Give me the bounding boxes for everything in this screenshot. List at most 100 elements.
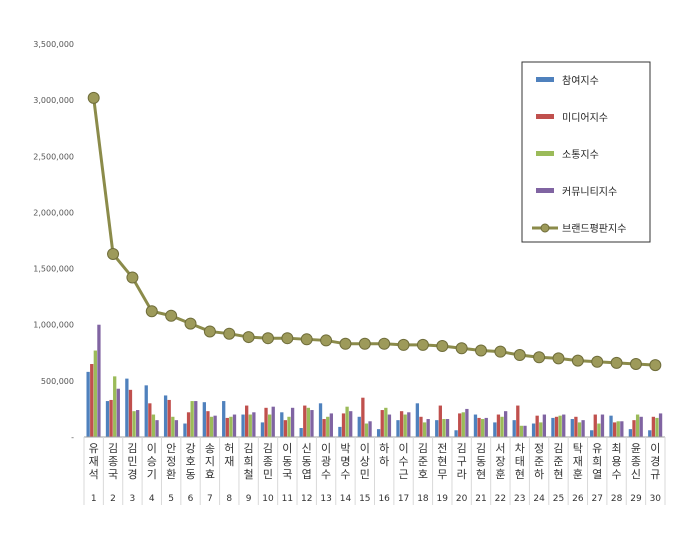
brand-index-point [203, 325, 216, 338]
bar-4 [290, 407, 295, 437]
rank-label: 30 [650, 494, 662, 504]
bar-1 [493, 422, 497, 437]
bar-2 [516, 405, 520, 437]
rank-label: 14 [340, 494, 352, 504]
bar-1 [590, 430, 594, 437]
bar-2 [554, 416, 559, 437]
bar-4 [426, 419, 430, 437]
bar-3 [461, 412, 465, 437]
bar-2 [128, 389, 133, 437]
bar-4 [639, 416, 643, 437]
bar-4 [542, 414, 547, 437]
bar-2 [245, 405, 249, 437]
bar-3 [93, 350, 97, 437]
bar-2 [651, 416, 656, 437]
bar-3 [229, 416, 233, 437]
bar-2 [186, 412, 191, 437]
rank-label: 6 [188, 494, 194, 504]
bar-3 [209, 416, 214, 437]
rank-label: 27 [591, 494, 602, 504]
bar-4 [232, 414, 237, 437]
brand-index-point [494, 345, 507, 358]
y-tick-label: 1,500,000 [33, 265, 74, 274]
bar-4 [252, 412, 256, 437]
legend-swatch [536, 114, 554, 119]
bar-2 [477, 417, 481, 437]
bar-2 [438, 405, 442, 437]
bar-3 [384, 407, 388, 437]
bar-4 [658, 413, 663, 437]
bar-4 [445, 419, 450, 437]
brand-index-point [145, 305, 158, 318]
bar-3 [577, 422, 582, 437]
bar-4 [329, 413, 333, 437]
rank-label: 18 [417, 494, 429, 504]
brand-index-point [358, 337, 371, 350]
legend-label: 소통지수 [562, 149, 599, 161]
bar-4 [368, 421, 372, 437]
brand-index-point [107, 247, 120, 260]
bar-1 [163, 395, 168, 437]
bar-3 [616, 421, 620, 437]
bar-2 [322, 419, 326, 437]
bar-3 [539, 422, 543, 437]
rank-label: 5 [168, 494, 174, 504]
bar-1 [105, 401, 110, 437]
bar-1 [609, 415, 613, 437]
bar-3 [403, 414, 407, 437]
bar-2 [264, 407, 268, 437]
rank-label: 8 [226, 494, 232, 504]
bar-2 [206, 411, 210, 437]
rank-label: 26 [572, 494, 584, 504]
bar-2 [361, 397, 365, 437]
brand-index-point [513, 349, 526, 362]
brand-index-point [320, 334, 333, 347]
bar-1 [125, 378, 129, 437]
bar-4 [194, 401, 198, 437]
bar-1 [144, 385, 148, 437]
rank-label: 24 [533, 494, 545, 504]
rank-label: 2 [110, 494, 116, 504]
rank-label: 11 [282, 494, 293, 504]
bar-1 [648, 430, 652, 437]
bar-3 [171, 416, 175, 437]
bar-1 [376, 429, 381, 437]
rank-label: 21 [475, 494, 486, 504]
bar-4 [155, 420, 159, 437]
bar-2 [419, 416, 423, 437]
bar-1 [86, 371, 90, 437]
bar-2 [148, 403, 152, 437]
rank-label: 23 [514, 494, 525, 504]
bar-4 [562, 414, 566, 437]
legend-marker [540, 223, 550, 233]
axis-lines [83, 436, 666, 505]
y-tick-label: 3,500,000 [33, 40, 74, 49]
x-rank-labels: 1 2 3 4 5 6 7 8 9 10 11 12 13 14 15 16 17 18 19 20 21 22 23 24 2… [91, 494, 662, 504]
rank-label: 3 [130, 494, 136, 504]
bar-4 [465, 408, 469, 437]
brand-index-point [223, 327, 236, 340]
brand-index-point [416, 338, 429, 351]
bar-4 [523, 425, 527, 437]
bar-1 [551, 417, 555, 437]
rank-label: 16 [378, 494, 390, 504]
bar-1 [512, 420, 516, 437]
bar-1 [454, 430, 458, 437]
bar-3 [597, 423, 601, 437]
bar-1 [570, 419, 574, 437]
brand-index-point [184, 317, 197, 330]
